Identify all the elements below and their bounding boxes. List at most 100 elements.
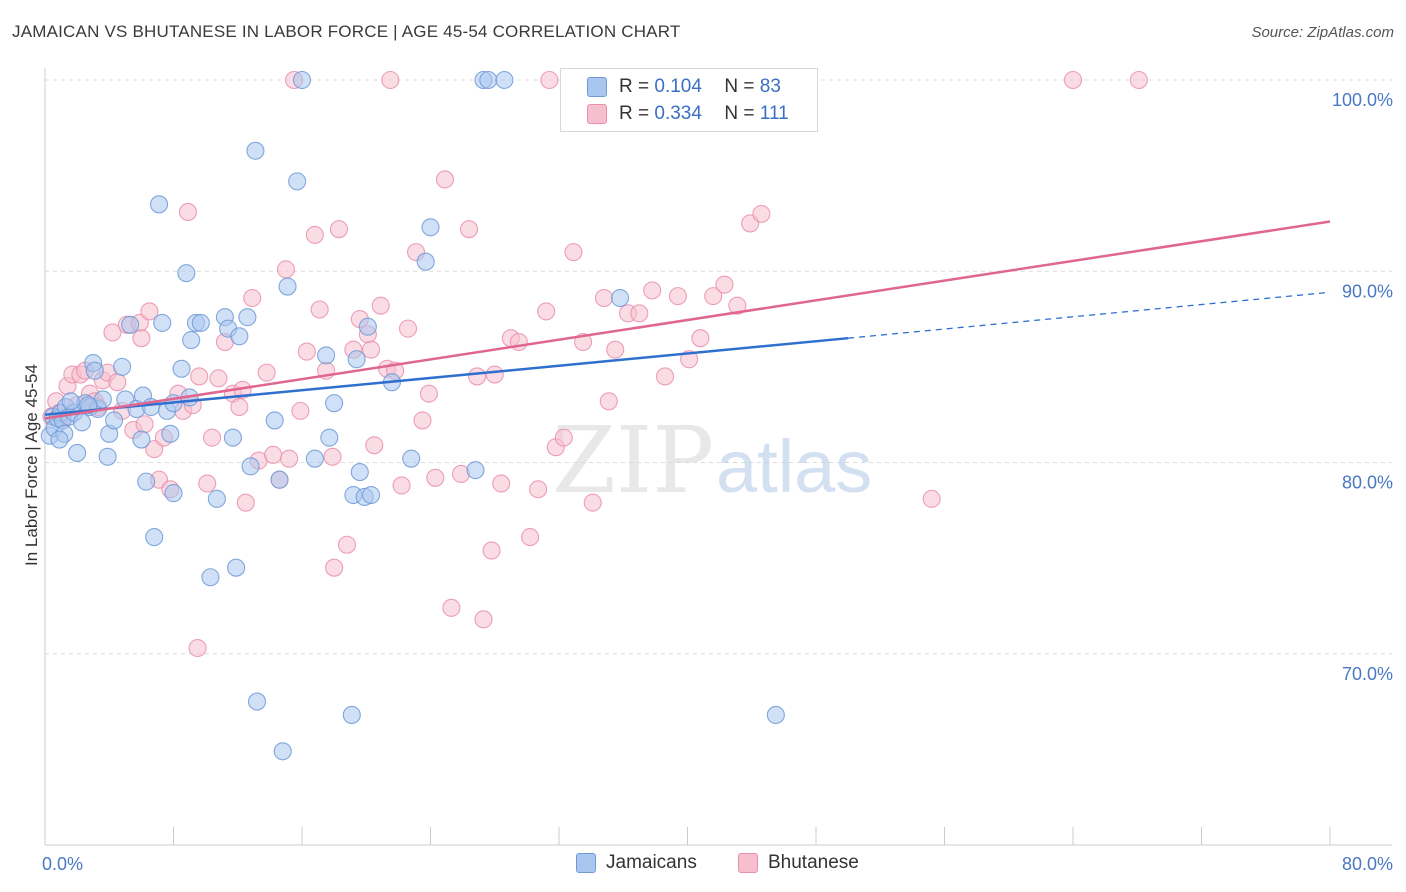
- jamaican-point: [98, 447, 117, 466]
- bhutanese-point: [140, 302, 159, 321]
- jamaicans-trend-line: [44, 336, 849, 416]
- bhutanese-point: [540, 70, 559, 90]
- watermark-atlas: atlas: [716, 425, 872, 508]
- jamaican-point: [278, 277, 297, 296]
- grid-layer: [45, 79, 1392, 655]
- bhutanese-point: [188, 638, 207, 658]
- jamaican-point: [149, 195, 169, 214]
- bhutanese-point: [419, 384, 438, 403]
- x-tick-label: 80.0%: [1342, 854, 1393, 874]
- jamaican-point: [246, 141, 265, 160]
- jamaican-point: [113, 357, 132, 376]
- bhutanese-point: [1129, 70, 1148, 90]
- bhutanese-point: [691, 329, 710, 348]
- jamaican-point: [191, 313, 210, 332]
- legend-n-value: 83: [759, 76, 781, 97]
- bhutanese-point: [371, 296, 390, 315]
- bhutanese-point: [108, 373, 127, 392]
- legend-n-label: N =: [724, 103, 755, 124]
- jamaican-point: [273, 742, 292, 761]
- legend-row-bhutanese: R = 0.334 N = 111: [587, 102, 789, 126]
- jamaican-point: [182, 331, 201, 350]
- bhutanese-point: [329, 220, 348, 239]
- jamaican-point: [270, 470, 289, 489]
- x-tick-label: 0.0%: [42, 854, 83, 874]
- bhutanese-point: [468, 367, 487, 386]
- bhutanese-point: [310, 300, 329, 319]
- bhutanese-point: [554, 428, 573, 447]
- jamaican-point: [207, 489, 226, 508]
- jamaican-point: [61, 392, 80, 411]
- bhutanese-point: [529, 480, 548, 499]
- bottom-legend-label-jamaicans: Jamaicans: [606, 852, 697, 873]
- bhutanese-point: [230, 397, 249, 417]
- jamaican-point: [164, 484, 183, 503]
- bhutanese-point: [655, 367, 675, 386]
- bhutanese-point: [643, 281, 662, 300]
- jamaican-point: [610, 288, 630, 308]
- bhutanese-point: [280, 449, 299, 468]
- bhutanese-point: [594, 288, 614, 308]
- bhutanese-point: [297, 342, 316, 361]
- bhutanese-point: [291, 401, 310, 420]
- bottom-legend-swatch-jamaicans: [576, 853, 596, 873]
- bhutanese-point: [257, 363, 276, 382]
- jamaican-point: [479, 70, 498, 90]
- labels-layer: 70.0% 80.0% 90.0% 100.0% 0.0% 80.0%: [42, 90, 1393, 874]
- legend-row-jamaicans: R = 0.104 N = 83: [587, 75, 781, 99]
- jamaicans-trend-extension: [848, 291, 1331, 339]
- legend-n-label: N =: [724, 76, 755, 97]
- jamaican-point: [347, 350, 366, 369]
- points-layer: [40, 70, 1148, 761]
- bhutanese-point: [398, 319, 418, 338]
- bhutanese-point: [752, 204, 771, 223]
- jamaican-point: [350, 463, 369, 482]
- jamaican-point: [132, 430, 151, 449]
- jamaican-point: [105, 411, 124, 430]
- bhutanese-point: [178, 202, 198, 222]
- bhutanese-point: [132, 329, 151, 348]
- legend-r-label: R =: [619, 103, 650, 124]
- jamaican-point: [466, 461, 485, 480]
- jamaican-point: [238, 308, 257, 327]
- y-axis-label: In Labor Force | Age 45-54: [22, 364, 41, 566]
- jamaican-point: [495, 70, 514, 90]
- jamaican-point: [342, 705, 361, 725]
- bhutanese-point: [264, 445, 283, 464]
- legend-r-value: 0.334: [654, 103, 702, 124]
- legend-swatch-bhutanese: [587, 104, 607, 124]
- jamaican-point: [288, 172, 307, 191]
- bhutanese-point: [715, 275, 734, 294]
- bhutanese-point: [485, 365, 504, 384]
- legend-r-value: 0.104: [654, 76, 702, 97]
- bottom-legend-label-bhutanese: Bhutanese: [768, 852, 859, 873]
- jamaican-point: [201, 568, 220, 587]
- bhutanese-point: [537, 302, 556, 321]
- bhutanese-point: [362, 340, 381, 359]
- jamaican-point: [227, 558, 246, 577]
- bhutanese-point: [365, 436, 384, 455]
- jamaican-point: [247, 692, 267, 711]
- jamaican-point: [50, 430, 69, 449]
- bhutanese-point: [323, 447, 342, 466]
- jamaican-point: [230, 327, 249, 346]
- jamaican-point: [223, 428, 242, 447]
- bhutanese-point: [103, 323, 122, 342]
- legend-r-label: R =: [619, 76, 650, 97]
- bottom-legend-jamaicans: Jamaicans: [576, 852, 697, 874]
- bhutanese-point: [704, 287, 723, 306]
- bhutanese-point: [1063, 70, 1083, 90]
- legend-n-value: 111: [759, 103, 789, 124]
- jamaican-point: [172, 359, 191, 378]
- y-tick-label: 70.0%: [1342, 664, 1393, 684]
- jamaican-point: [402, 449, 421, 468]
- bhutanese-point: [728, 296, 747, 315]
- bhutanese-point: [606, 340, 625, 359]
- bhutanese-point: [198, 474, 217, 493]
- jamaican-point: [68, 443, 87, 462]
- bhutanese-point: [209, 369, 228, 388]
- bottom-legend-bhutanese: Bhutanese: [738, 852, 859, 874]
- jamaican-point: [85, 361, 104, 380]
- jamaican-point: [177, 264, 196, 283]
- jamaican-point: [325, 394, 344, 413]
